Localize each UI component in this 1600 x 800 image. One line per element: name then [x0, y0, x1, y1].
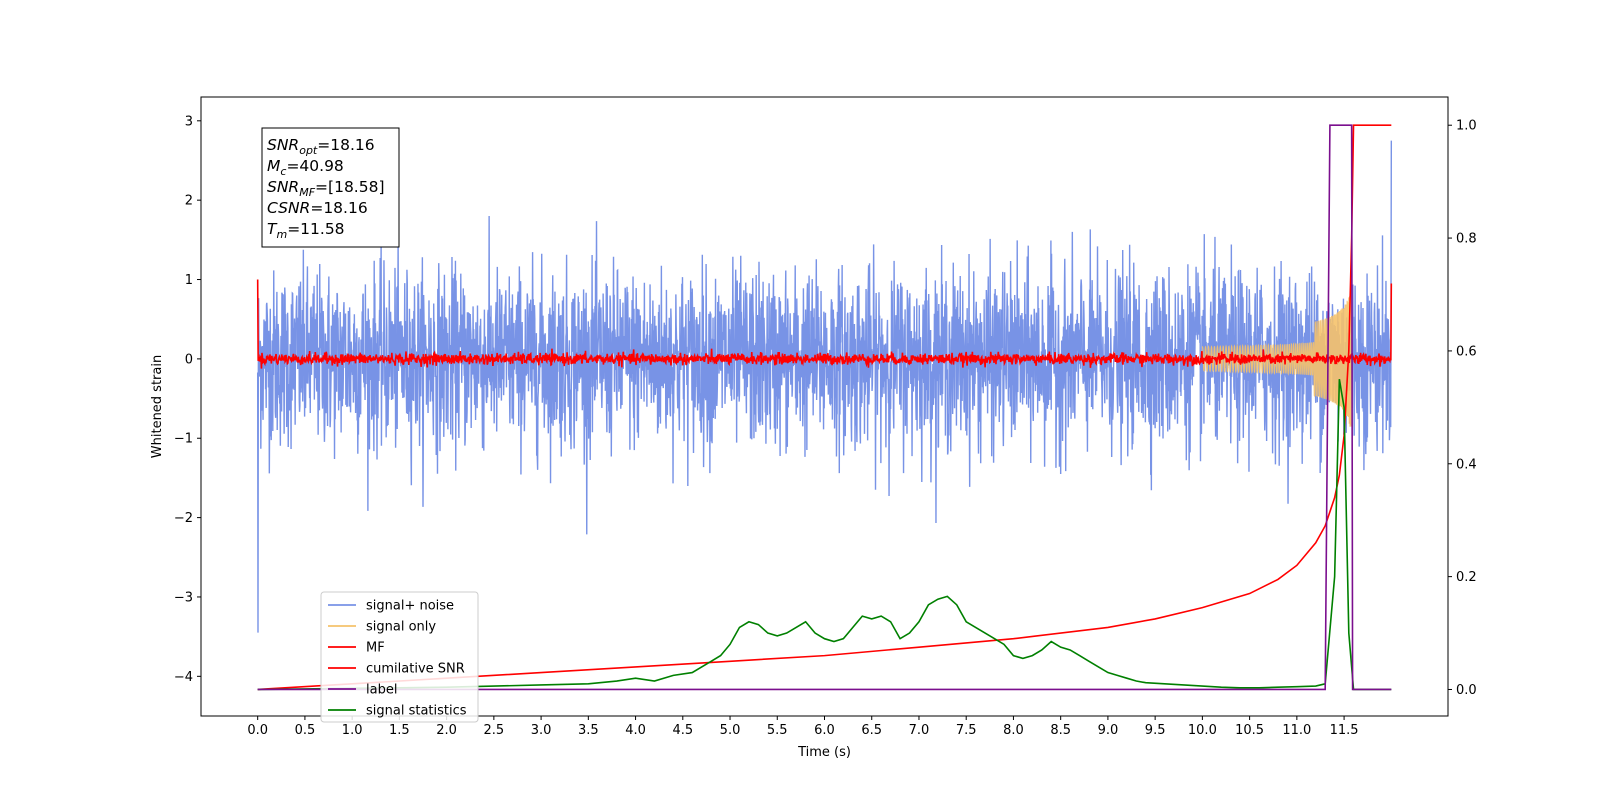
x-tick-label: 0.0 — [247, 723, 268, 738]
x-tick-label: 4.0 — [625, 723, 646, 738]
annotation-line: SNRopt=18.16 — [267, 136, 375, 157]
x-axis-label: Time (s) — [797, 745, 851, 760]
y-right-tick-label: 0.6 — [1456, 344, 1477, 359]
legend-frame — [320, 591, 479, 723]
y-left-tick-label: 3 — [185, 114, 193, 129]
x-tick-label: 6.5 — [861, 723, 882, 738]
y-left-tick-label: −3 — [174, 590, 193, 605]
x-tick-label: 11.5 — [1330, 723, 1359, 738]
y-left-tick-label: 2 — [185, 194, 193, 209]
x-tick-label: 4.5 — [672, 723, 693, 738]
legend-entry: label — [366, 683, 397, 698]
plot-area — [256, 124, 1393, 691]
y-right-tick-label: 1.0 — [1456, 119, 1477, 134]
x-tick-label: 10.5 — [1235, 723, 1264, 738]
x-tick-label: 1.0 — [342, 723, 363, 738]
y-left-tick-label: −1 — [174, 432, 193, 447]
annotation-line: CSNR=18.16 — [267, 199, 368, 217]
annotation-frame — [261, 127, 400, 248]
x-tick-label: 3.5 — [578, 723, 599, 738]
legend-entry: signal statistics — [366, 704, 467, 719]
x-tick-label: 7.5 — [956, 723, 977, 738]
x-tick-label: 9.5 — [1145, 723, 1166, 738]
x-tick-label: 3.0 — [531, 723, 552, 738]
annotation-line: Mc=40.98 — [267, 157, 344, 178]
legend-entry: MF — [366, 641, 385, 656]
legend-entry: signal+ noise — [366, 599, 454, 614]
series-signal-statistics-line — [257, 378, 1392, 691]
series-signal-only-line — [1201, 284, 1353, 427]
x-tick-label: 8.5 — [1050, 723, 1071, 738]
legend-entry: cumilative SNR — [366, 662, 465, 677]
x-tick-label: 5.5 — [767, 723, 788, 738]
y-left-tick-label: −2 — [174, 511, 193, 526]
x-tick-label: 6.0 — [814, 723, 835, 738]
annotation-line: SNRMF=[18.58] — [267, 178, 385, 199]
x-tick-label: 10.0 — [1188, 723, 1217, 738]
x-tick-label: 1.5 — [389, 723, 410, 738]
series-mf-line — [256, 279, 1393, 369]
y-right-tick-label: 0.0 — [1456, 683, 1477, 698]
y-right-tick-label: 0.8 — [1456, 232, 1477, 247]
x-tick-label: 11.0 — [1282, 723, 1311, 738]
x-tick-label: 5.0 — [720, 723, 741, 738]
annotation-line: Tm=11.58 — [267, 220, 345, 241]
y-axis-label: Whitened strain — [150, 355, 165, 458]
y-left-tick-label: 1 — [185, 273, 193, 288]
legend-entry: signal only — [366, 620, 436, 635]
x-tick-label: 0.5 — [295, 723, 316, 738]
series-signal-noise-line — [256, 140, 1393, 633]
y-right-tick-label: 0.2 — [1456, 570, 1477, 585]
x-tick-label: 2.0 — [436, 723, 457, 738]
y-right-tick-label: 0.4 — [1456, 457, 1477, 472]
x-tick-label: 8.0 — [1003, 723, 1024, 738]
x-tick-label: 7.0 — [909, 723, 930, 738]
legend: signal+ noise signal only MF cumilative SNR… — [320, 591, 479, 723]
y-left-tick-label: 0 — [185, 352, 193, 367]
x-tick-label: 9.0 — [1098, 723, 1119, 738]
annotation-box: SNRopt=18.16Mc=40.98SNRMF=[18.58]CSNR=18… — [261, 127, 400, 248]
x-tick-label: 2.5 — [484, 723, 505, 738]
y-left-tick-label: −4 — [174, 670, 193, 685]
series-label-line — [257, 124, 1392, 691]
